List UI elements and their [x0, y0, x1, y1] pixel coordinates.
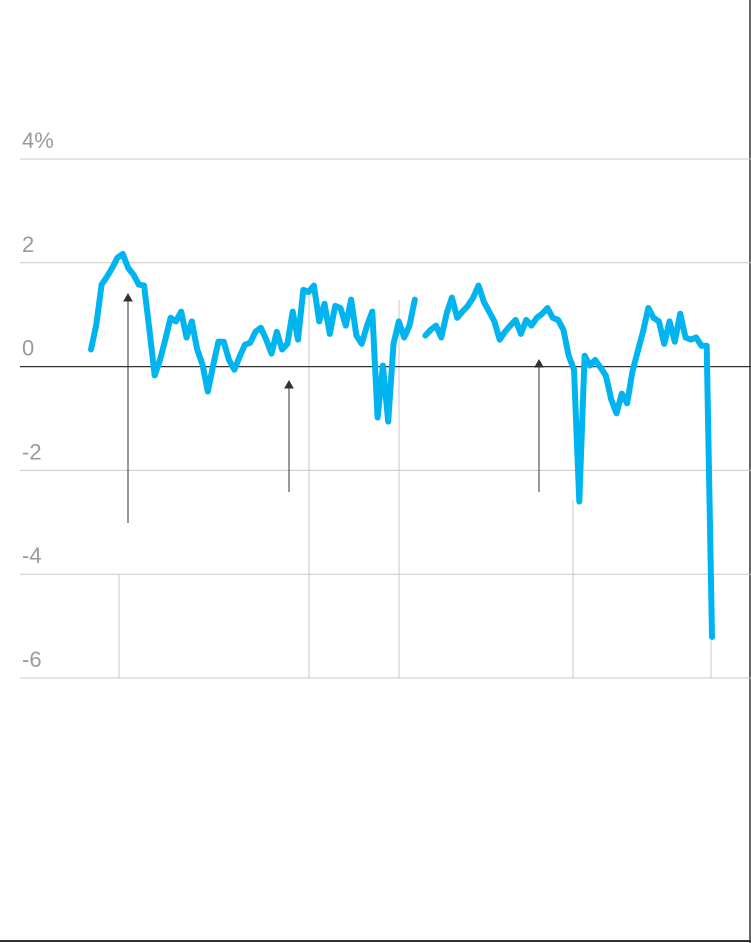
data-line — [88, 251, 715, 640]
y-tick-label: -4 — [22, 543, 42, 568]
arrow-head — [284, 379, 294, 389]
period-markers — [118, 290, 712, 678]
y-tick-label: -6 — [22, 647, 42, 672]
grid: 4% 2 0 -2 -4 -6 — [20, 128, 751, 679]
annotation-arrows — [123, 292, 544, 523]
y-tick-label: 4% — [22, 128, 54, 153]
y-tick-label: 2 — [22, 232, 34, 257]
arrow-head — [534, 358, 544, 368]
plot: 4% 2 0 -2 -4 -6 — [20, 128, 751, 679]
arrow-head — [123, 292, 133, 302]
y-tick-label: -2 — [22, 439, 42, 464]
y-tick-label: 0 — [22, 336, 34, 361]
